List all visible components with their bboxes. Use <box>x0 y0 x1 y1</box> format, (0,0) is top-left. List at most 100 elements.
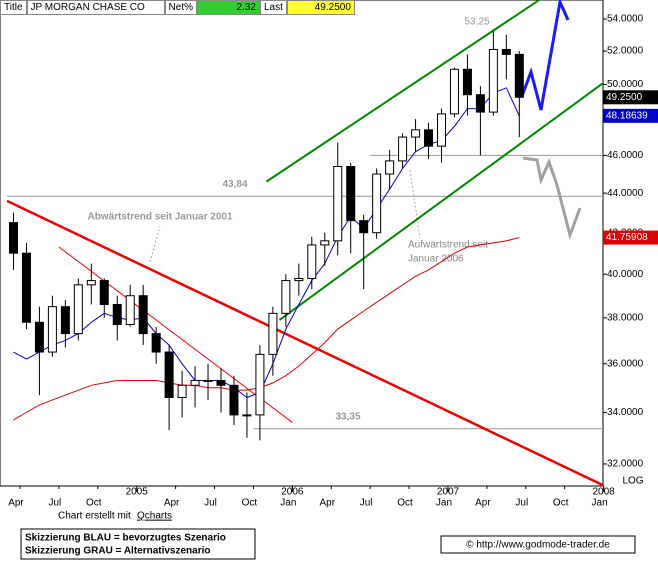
candle-body <box>164 351 174 399</box>
candle-body <box>229 384 239 416</box>
candle-body <box>294 277 304 282</box>
x-tick-label: Jan <box>436 498 452 509</box>
last-label: Last <box>259 0 287 15</box>
x-tick-label: Jul <box>515 498 528 509</box>
candle-body <box>372 173 382 234</box>
last-value: 49.2500 <box>286 0 355 15</box>
x-tick-label: Oct <box>86 498 102 509</box>
x-tick-label: Oct <box>553 498 569 509</box>
candle-body <box>359 220 369 234</box>
moving-average <box>13 237 520 421</box>
horizontal-line-label: 33,35 <box>335 411 360 422</box>
year-label: 2005 <box>126 487 149 498</box>
candle-body <box>488 48 498 113</box>
x-tick-label: Apr <box>8 498 24 509</box>
x-tick-label: Oct <box>397 498 413 509</box>
y-tick-label: 44.0000 <box>607 188 644 199</box>
pointer <box>149 225 161 263</box>
y-tick-label: 50.0000 <box>607 79 644 90</box>
legend-blue: Skizzierung BLAU = bevorzugtes Szenario <box>25 533 226 544</box>
trendline <box>6 199 605 487</box>
candle-body <box>8 222 18 254</box>
candle-body <box>307 244 317 279</box>
trendline <box>278 81 605 321</box>
candle-body <box>268 312 278 355</box>
x-tick-label: Jul <box>360 498 373 509</box>
candle-body <box>242 414 252 417</box>
candle-body <box>462 68 472 96</box>
candle-body <box>514 53 524 98</box>
annotation: Abwärtstrend seit Januar 2001 <box>87 212 232 223</box>
trendline <box>265 0 540 183</box>
pointer <box>409 169 421 239</box>
last-value-box <box>603 230 658 245</box>
header: Title JP MORGAN CHASE CO Net% 2.32 Last … <box>0 0 355 15</box>
y-tick-label: 40.0000 <box>607 269 644 280</box>
candle-body <box>177 384 187 399</box>
candle-body <box>424 129 434 147</box>
y-tick-label: 36.0000 <box>607 358 644 369</box>
candle-body <box>47 306 57 353</box>
annotation: 53,25 <box>464 17 489 28</box>
candle-body <box>138 295 148 335</box>
annotation: Aufwärtstrend seit <box>408 240 488 251</box>
title-label: Title <box>0 0 27 15</box>
candle-body <box>125 295 135 326</box>
symbol-name: JP MORGAN CHASE CO <box>26 0 165 15</box>
trendline <box>58 246 293 423</box>
net-label: Net% <box>164 0 197 15</box>
legend-gray: Skizzierung GRAU = Alternativszenario <box>25 546 211 557</box>
net-value: 2.32 <box>196 0 260 15</box>
candle-body <box>475 94 485 113</box>
candle-body <box>501 48 511 55</box>
candle-body <box>34 321 44 353</box>
candle-body <box>333 166 343 242</box>
candle-body <box>281 280 291 314</box>
candle-body <box>73 284 83 335</box>
last-value-label: 41.75908 <box>606 232 648 243</box>
year-label: 2008 <box>592 487 615 498</box>
candle-body <box>449 68 459 115</box>
annotation: Januar 2006 <box>408 254 464 265</box>
x-tick-label: Apr <box>475 498 491 509</box>
candle-body <box>60 306 70 335</box>
candle-body <box>112 303 122 326</box>
candle-body <box>255 353 265 416</box>
x-tick-label: Apr <box>164 498 180 509</box>
x-tick-label: Jul <box>48 498 61 509</box>
candle-body <box>320 240 330 246</box>
y-tick-label: 54.0000 <box>607 14 644 25</box>
last-value-label: 48.18639 <box>606 110 648 121</box>
y-tick-label: 46.0000 <box>607 150 644 161</box>
credit-link[interactable]: Qcharts <box>137 511 172 522</box>
candle-body <box>190 379 200 386</box>
candle-body <box>346 166 356 222</box>
x-tick-label: Oct <box>242 498 258 509</box>
y-tick-label: 32.0000 <box>607 459 644 470</box>
plot-frame <box>0 0 604 487</box>
candle-body <box>151 333 161 353</box>
y-tick-label: 52.0000 <box>607 46 644 57</box>
credit: Chart erstellt mit <box>58 511 131 522</box>
candle-body <box>203 379 213 382</box>
candle-body <box>436 113 446 147</box>
candle-body <box>99 280 109 305</box>
last-value-box <box>603 90 658 105</box>
legend-box <box>20 528 256 560</box>
y-tick-label: 38.0000 <box>607 312 644 323</box>
candle-body <box>216 379 226 386</box>
candle-body <box>385 160 395 175</box>
candle-body <box>411 129 421 138</box>
candle-body <box>398 136 408 162</box>
year-label: 2007 <box>437 487 460 498</box>
x-tick-label: Jul <box>204 498 217 509</box>
y-tick-label: 34.0000 <box>607 407 644 418</box>
copyright[interactable]: © http://www.godmode-trader.de <box>466 540 610 551</box>
last-value-label: 49.2500 <box>606 92 643 103</box>
moving-average <box>13 87 520 399</box>
scale-label: LOG <box>622 476 643 487</box>
year-label: 2006 <box>281 487 304 498</box>
horizontal-line-label: 43,84 <box>222 179 247 190</box>
